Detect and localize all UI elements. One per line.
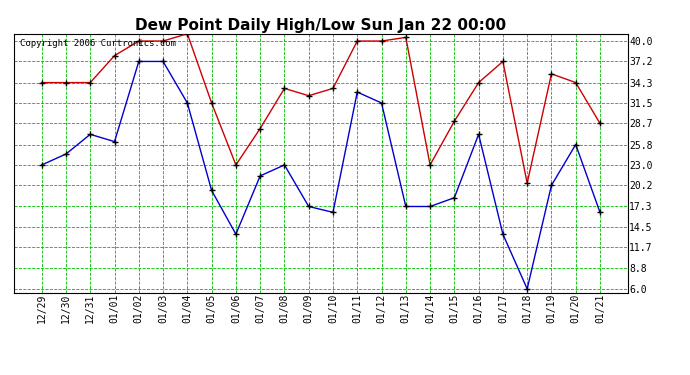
Text: Copyright 2006 Curtronics.com: Copyright 2006 Curtronics.com — [20, 39, 176, 48]
Title: Dew Point Daily High/Low Sun Jan 22 00:00: Dew Point Daily High/Low Sun Jan 22 00:0… — [135, 18, 506, 33]
